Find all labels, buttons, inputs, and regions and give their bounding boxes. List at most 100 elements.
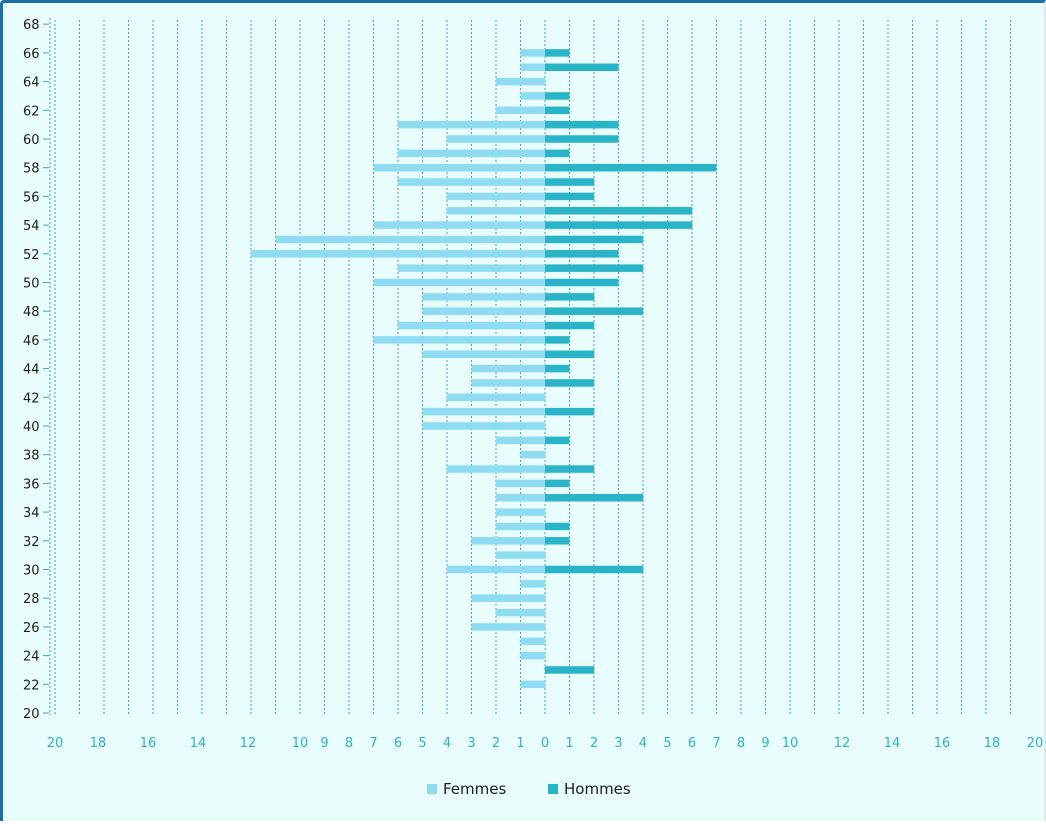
bar-hommes-44 bbox=[545, 364, 570, 373]
bar-hommes-61 bbox=[545, 120, 619, 129]
x-tick-label: 1 bbox=[565, 736, 573, 751]
legend-swatch-hommes bbox=[548, 784, 558, 794]
bar-femmes-43 bbox=[471, 379, 545, 387]
y-tick-label: 62 bbox=[23, 104, 40, 119]
x-tick-label: 16 bbox=[934, 736, 951, 751]
bar-femmes-55 bbox=[447, 207, 545, 215]
y-tick-label: 26 bbox=[23, 621, 40, 636]
bar-femmes-33 bbox=[496, 522, 545, 531]
bar-femmes-37 bbox=[447, 465, 545, 473]
y-tick-label: 56 bbox=[23, 190, 40, 205]
bar-hommes-45 bbox=[545, 350, 594, 358]
x-tick-label: 7 bbox=[712, 736, 720, 751]
bar-hommes-52 bbox=[545, 250, 619, 258]
bar-hommes-33 bbox=[545, 522, 570, 531]
bar-hommes-63 bbox=[545, 92, 570, 100]
bar-hommes-53 bbox=[545, 235, 643, 244]
bar-femmes-54 bbox=[373, 221, 545, 229]
y-tick-label: 64 bbox=[23, 76, 40, 91]
bar-femmes-53 bbox=[275, 235, 545, 244]
bar-femmes-38 bbox=[520, 450, 545, 459]
bar-hommes-37 bbox=[545, 465, 594, 473]
legend: Femmes Hommes bbox=[427, 780, 631, 798]
x-tick-label: 6 bbox=[394, 736, 402, 751]
x-tick-label: 3 bbox=[614, 736, 622, 751]
bar-femmes-57 bbox=[398, 178, 545, 186]
x-tick-label: 12 bbox=[834, 736, 851, 751]
y-tick-label: 32 bbox=[23, 535, 40, 550]
bar-femmes-58 bbox=[373, 163, 545, 172]
bar-femmes-48 bbox=[422, 307, 545, 315]
bar-femmes-39 bbox=[496, 436, 545, 445]
legend-swatch-femmes bbox=[427, 784, 437, 794]
bar-hommes-43 bbox=[545, 379, 594, 387]
y-tick-label: 28 bbox=[23, 592, 40, 607]
x-tick-label: 6 bbox=[688, 736, 696, 751]
legend-label-hommes: Hommes bbox=[564, 780, 631, 798]
y-tick-label: 46 bbox=[23, 334, 40, 349]
y-tick-label: 58 bbox=[23, 162, 40, 177]
x-tick-label: 4 bbox=[443, 736, 451, 751]
x-tick-label: 9 bbox=[761, 736, 769, 751]
y-tick-label: 54 bbox=[23, 219, 40, 234]
population-pyramid-chart: 2022242628303234363840424446485052545658… bbox=[23, 18, 1043, 798]
bar-femmes-25 bbox=[520, 637, 545, 645]
bar-femmes-66 bbox=[520, 49, 545, 57]
x-tick-label: 10 bbox=[292, 736, 309, 751]
bar-hommes-60 bbox=[545, 135, 619, 143]
bar-femmes-32 bbox=[471, 537, 545, 545]
x-tick-label: 8 bbox=[345, 736, 353, 751]
bar-hommes-65 bbox=[545, 63, 619, 71]
bar-femmes-60 bbox=[447, 135, 545, 143]
bar-femmes-65 bbox=[520, 63, 545, 71]
bar-hommes-57 bbox=[545, 178, 594, 186]
x-tick-label: 10 bbox=[782, 736, 799, 751]
bar-hommes-46 bbox=[545, 336, 570, 344]
y-tick-label: 40 bbox=[23, 420, 40, 435]
x-tick-label: 4 bbox=[639, 736, 647, 751]
bar-femmes-45 bbox=[422, 350, 545, 358]
legend-label-femmes: Femmes bbox=[443, 780, 506, 798]
bar-femmes-36 bbox=[496, 479, 545, 488]
bar-hommes-32 bbox=[545, 537, 570, 545]
y-tick-label: 44 bbox=[23, 363, 40, 378]
x-tick-label: 2 bbox=[492, 736, 500, 751]
bar-femmes-50 bbox=[373, 278, 545, 287]
x-tick-label: 18 bbox=[90, 736, 107, 751]
y-tick-label: 30 bbox=[23, 564, 40, 579]
bar-femmes-26 bbox=[471, 623, 545, 631]
bar-hommes-56 bbox=[545, 192, 594, 201]
x-tick-label: 0 bbox=[541, 736, 549, 751]
bar-femmes-62 bbox=[496, 106, 545, 115]
bar-hommes-49 bbox=[545, 293, 594, 301]
y-tick-label: 22 bbox=[23, 678, 40, 693]
x-tick-label: 7 bbox=[369, 736, 377, 751]
bar-hommes-48 bbox=[545, 307, 643, 315]
x-tick-label: 18 bbox=[984, 736, 1001, 751]
y-tick-label: 42 bbox=[23, 391, 40, 406]
x-tick-label: 14 bbox=[190, 736, 207, 751]
x-tick-label: 16 bbox=[140, 736, 157, 751]
bar-femmes-31 bbox=[496, 551, 545, 559]
y-tick-label: 68 bbox=[23, 18, 40, 33]
bar-femmes-61 bbox=[398, 120, 545, 129]
bar-femmes-35 bbox=[496, 494, 545, 502]
grid-lines bbox=[49, 18, 1011, 715]
x-tick-label: 3 bbox=[467, 736, 475, 751]
bar-femmes-64 bbox=[496, 77, 545, 86]
bar-hommes-62 bbox=[545, 106, 570, 115]
bar-hommes-51 bbox=[545, 264, 643, 272]
bar-hommes-66 bbox=[545, 49, 570, 57]
bar-femmes-63 bbox=[520, 92, 545, 100]
bar-femmes-29 bbox=[520, 580, 545, 588]
x-tick-label: 12 bbox=[240, 736, 257, 751]
bar-femmes-34 bbox=[496, 508, 545, 516]
bar-femmes-40 bbox=[422, 422, 545, 430]
bar-hommes-30 bbox=[545, 565, 643, 574]
y-tick-label: 34 bbox=[23, 506, 40, 521]
bar-hommes-58 bbox=[545, 163, 717, 172]
bar-femmes-51 bbox=[398, 264, 545, 272]
x-tick-label: 14 bbox=[884, 736, 901, 751]
x-tick-label: 20 bbox=[47, 736, 64, 751]
bar-hommes-36 bbox=[545, 479, 570, 488]
